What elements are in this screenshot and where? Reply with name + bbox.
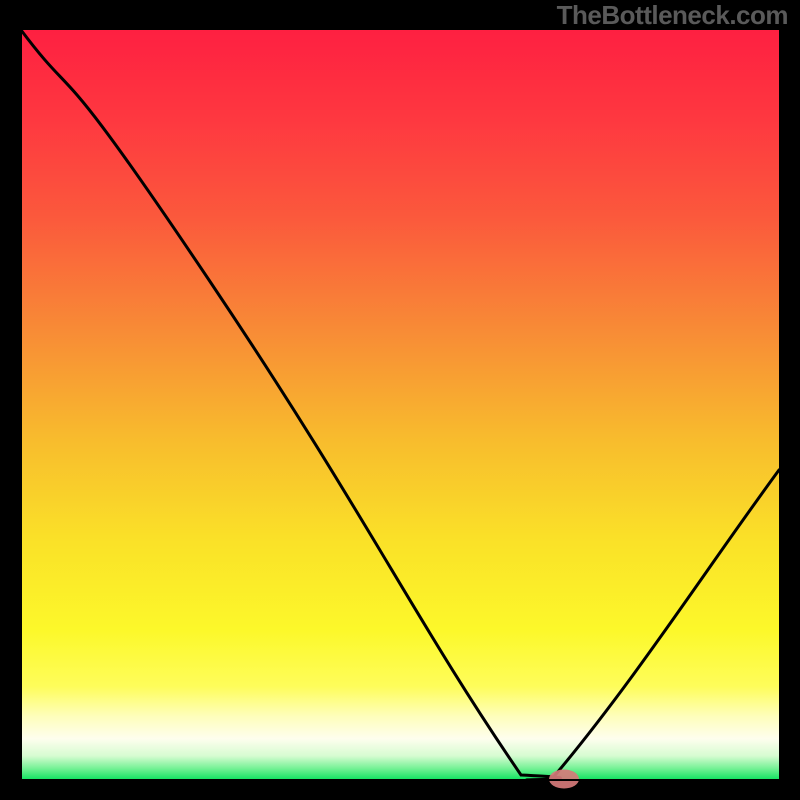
bottleneck-chart	[0, 0, 800, 800]
plot-area	[21, 30, 779, 780]
watermark-text: TheBottleneck.com	[557, 0, 788, 31]
